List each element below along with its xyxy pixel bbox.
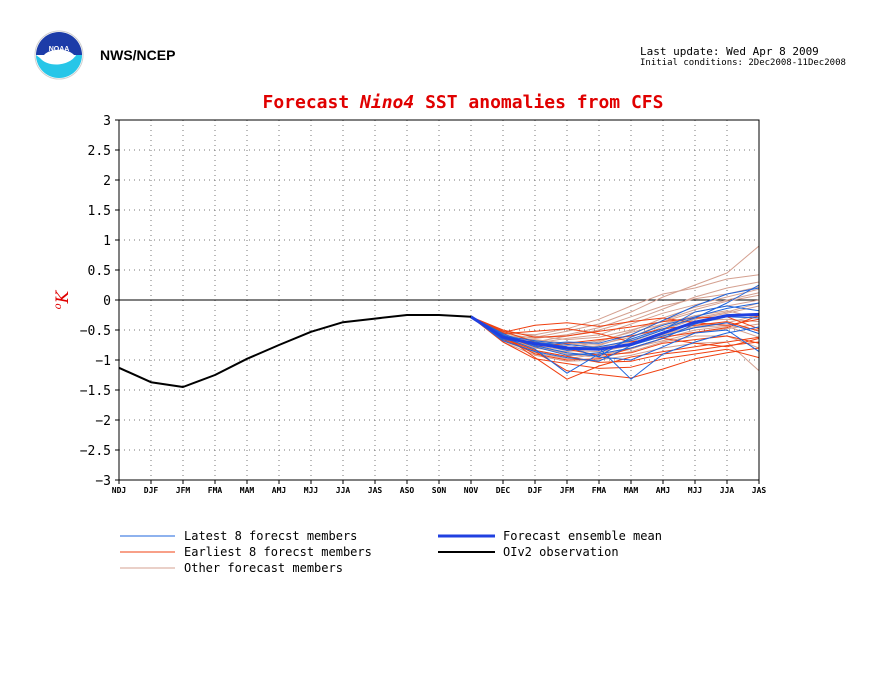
ensemble-mean-series: [470, 312, 760, 351]
chart-title-suffix: SST anomalies from CFS: [414, 92, 663, 113]
legend-label-mean: Forecast ensemble mean: [503, 529, 662, 543]
y-tick-label: 1: [103, 234, 111, 249]
x-tick-label: DJF: [144, 486, 159, 495]
y-tick-label: 2.5: [88, 144, 111, 159]
last-update-text: Last update: Wed Apr 8 2009: [640, 45, 819, 58]
y-tick-label: 3: [103, 114, 111, 129]
x-tick-label: JFM: [176, 486, 191, 495]
x-tick-label: AMJ: [272, 486, 286, 495]
x-axis-ticks: NDJ DJF JFM FMA MAM AMJ MJJ JJA JAS ASO SON NOV DEC D…: [112, 480, 767, 495]
other-member-line: [470, 286, 760, 339]
noaa-logo-icon: NOAA: [34, 30, 84, 80]
agency-label: NWS/NCEP: [100, 47, 176, 63]
x-tick-label: NOV: [464, 486, 479, 495]
latest-member-line: [470, 316, 760, 380]
y-tick-label: −1.5: [80, 384, 111, 399]
chart-title-region: Nino4: [359, 92, 414, 113]
observation-series: [118, 314, 472, 388]
x-tick-label: FMA: [208, 486, 223, 495]
earliest-member-line: [470, 316, 760, 363]
legend-label-earliest: Earliest 8 forecst members: [184, 545, 372, 559]
svg-text:oK: oK: [53, 289, 73, 309]
x-tick-label: JAS: [752, 486, 767, 495]
other-member-line: [470, 310, 760, 345]
y-tick-label: −3: [95, 474, 111, 489]
latest-member-line: [470, 316, 760, 362]
svg-text:NOAA: NOAA: [49, 46, 70, 53]
y-axis-label: oK: [53, 289, 73, 309]
y-tick-label: −2: [95, 414, 111, 429]
other-member-line: [470, 316, 760, 357]
x-tick-label: JJA: [336, 486, 351, 495]
legend-label-other: Other forecast members: [184, 561, 343, 575]
x-tick-label: JFM: [560, 486, 575, 495]
legend: Latest 8 forecst members Earliest 8 fore…: [120, 529, 662, 575]
x-tick-label: NDJ: [112, 486, 126, 495]
y-tick-label: −0.5: [80, 324, 111, 339]
legend-label-latest: Latest 8 forecst members: [184, 529, 357, 543]
observation-line: [118, 314, 472, 388]
ensemble-mean-line: [470, 312, 760, 351]
earliest-member-line: [470, 316, 760, 369]
chart-title-prefix: Forecast: [263, 92, 361, 113]
y-tick-label: −1: [95, 354, 111, 369]
y-axis-label-unit: K: [53, 289, 73, 304]
initial-conditions-text: Initial conditions: 2Dec2008-11Dec2008: [640, 58, 846, 68]
x-tick-label: DEC: [496, 486, 511, 495]
x-tick-label: JJA: [720, 486, 735, 495]
plot-frame: [118, 119, 760, 481]
y-tick-label: 1.5: [88, 204, 111, 219]
earliest-member-line: [470, 316, 760, 333]
legend-label-observation: OIv2 observation: [503, 545, 619, 559]
y-tick-label: 0: [103, 294, 111, 309]
y-tick-label: −2.5: [80, 444, 111, 459]
x-tick-label: SON: [432, 486, 447, 495]
y-tick-label: 0.5: [88, 264, 111, 279]
y-tick-label: 2: [103, 174, 111, 189]
other-member-line: [470, 316, 760, 372]
x-tick-label: MJJ: [304, 486, 318, 495]
y-axis-label-degree: o: [53, 303, 64, 309]
x-tick-label: ASO: [400, 486, 415, 495]
grid-lines: [119, 120, 759, 480]
x-tick-label: MAM: [624, 486, 639, 495]
x-tick-label: MAM: [240, 486, 255, 495]
x-tick-label: JAS: [368, 486, 383, 495]
x-tick-label: MJJ: [688, 486, 702, 495]
x-tick-label: FMA: [592, 486, 607, 495]
x-tick-label: AMJ: [656, 486, 670, 495]
y-axis-ticks: 3 2.5 2 1.5 1 0.5 0 −0.5 −1 −1.5 −2 −2.5 −3: [80, 114, 119, 489]
chart-title: Forecast Nino4 SST anomalies from CFS: [263, 92, 664, 113]
x-tick-label: DJF: [528, 486, 543, 495]
